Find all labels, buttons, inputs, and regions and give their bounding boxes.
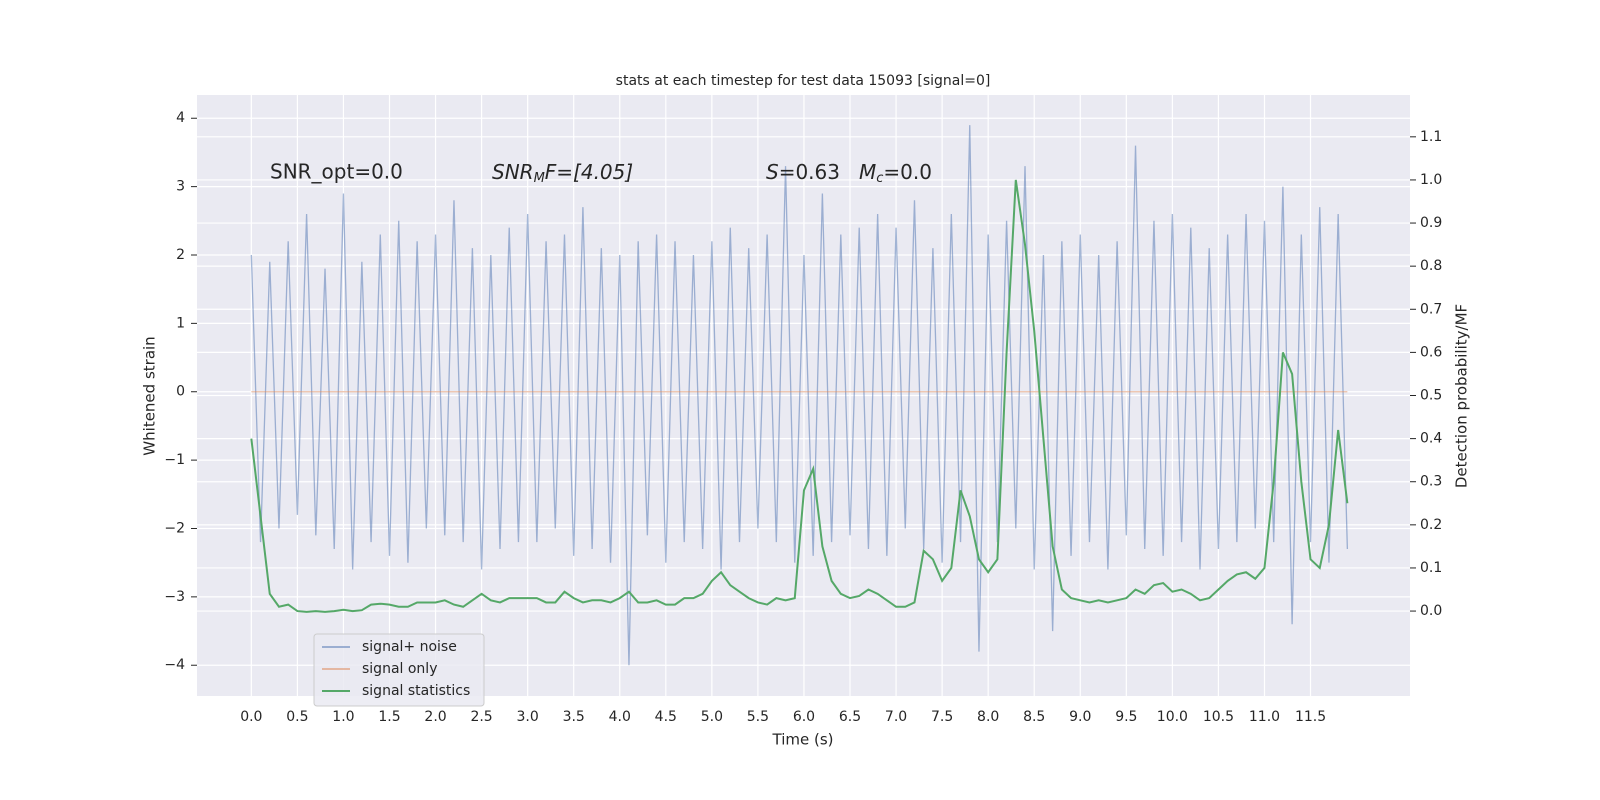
x-tick-label: 5.5 [747,709,769,725]
x-tick-label: 6.5 [839,709,861,725]
legend-label: signal+ noise [362,639,457,655]
y-tick-label: 1 [176,315,185,331]
y2-tick-label: 0.2 [1420,517,1442,533]
y2-tick-label: 0.7 [1420,301,1442,317]
annotation: SNRMF=[4.05] [492,160,633,186]
x-tick-label: 11.0 [1249,709,1280,725]
y-tick-label: 0 [176,384,185,400]
series-line [250,125,1349,666]
y2-tick-label: 0.4 [1420,431,1442,447]
x-tick-label: 4.0 [609,709,631,725]
x-tick-label: 1.0 [332,709,354,725]
y-tick-label: −2 [164,520,185,536]
y2-tick-label: 0.1 [1420,560,1442,576]
annotation-part: =0.63 [779,160,840,184]
x-axis-label: Time (s) [772,731,834,749]
x-tick-label: 8.5 [1023,709,1045,725]
x-tick-label: 9.5 [1115,709,1137,725]
y-tick-label: −3 [164,589,185,605]
x-tick-label: 6.0 [793,709,815,725]
annotation: SNR_opt=0.0 [270,160,403,184]
x-tick-label: 10.5 [1203,709,1234,725]
annotation-part: SNR [492,160,534,184]
legend-box [313,633,485,707]
annotation-part: M [534,171,545,186]
x-tick-label: 1.5 [378,709,400,725]
x-tick-label: 11.5 [1295,709,1326,725]
x-tick-label: 2.5 [470,709,492,725]
annotation-part: S [766,160,779,184]
legend-label: signal statistics [362,683,470,699]
annotation-part: =0.0 [883,160,932,184]
x-tick-label: 5.0 [701,709,723,725]
y-axis-label: Whitened strain [141,336,159,455]
x-tick-label: 3.0 [517,709,539,725]
annotation: S=0.63 Mc=0.0 [766,160,932,186]
x-tick-label: 7.5 [931,709,953,725]
y-tick-label: 4 [176,110,185,126]
x-tick-label: 2.0 [424,709,446,725]
annotation-part: c [876,171,883,186]
chart-title: stats at each timestep for test data 150… [616,73,991,89]
y-tick-label: 3 [176,179,185,195]
x-tick-label: 9.0 [1069,709,1091,725]
y2-axis-label: Detection probability/MF [1453,304,1471,488]
y2-tick-label: 1.1 [1420,129,1442,145]
x-tick-label: 0.0 [240,709,262,725]
annotation-part: M [859,160,876,184]
y2-tick-label: 0.3 [1420,474,1442,490]
y2-tick-label: 1.0 [1420,172,1442,188]
y2-tick-label: 0.6 [1420,344,1442,360]
x-tick-label: 8.0 [977,709,999,725]
y-tick-label: −4 [164,657,185,673]
y-tick-label: 2 [176,247,185,263]
x-tick-label: 3.5 [563,709,585,725]
y2-tick-label: 0.0 [1420,603,1442,619]
y-tick-label: −1 [164,452,185,468]
y2-tick-label: 0.9 [1420,215,1442,231]
legend-label: signal only [362,661,437,677]
x-tick-label: 10.0 [1157,709,1188,725]
series-line [250,179,1349,613]
x-tick-label: 7.0 [885,709,907,725]
y2-tick-label: 0.5 [1420,388,1442,404]
annotation-part: F=[4.05] [545,160,633,184]
x-tick-label: 4.5 [655,709,677,725]
y2-tick-label: 0.8 [1420,258,1442,274]
x-tick-label: 0.5 [286,709,308,725]
